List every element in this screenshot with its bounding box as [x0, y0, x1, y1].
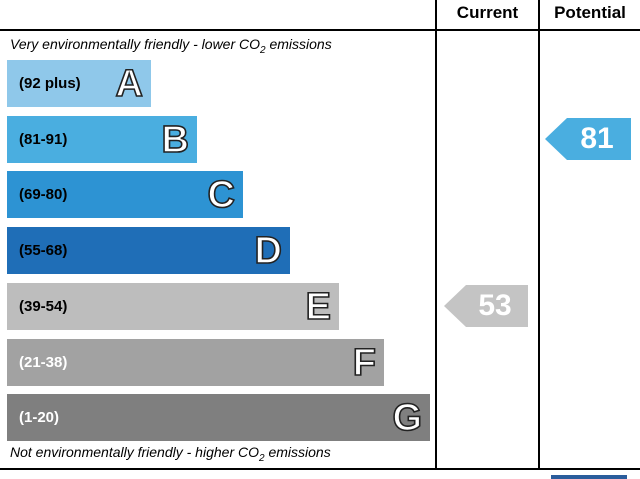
next-section-edge	[551, 475, 627, 479]
band-e: (39-54) E	[7, 283, 339, 330]
band-letter: G	[392, 396, 423, 440]
band-range-label: (81-91)	[19, 131, 68, 148]
potential-rating-arrow: 81	[545, 118, 631, 160]
band-d: (55-68) D	[7, 227, 290, 274]
potential-rating-arrow-pointer	[545, 118, 631, 160]
band-range-label: (55-68)	[19, 242, 68, 259]
bottom-note: Not environmentally friendly - higher CO…	[10, 444, 331, 464]
band-range-label: (69-80)	[19, 186, 68, 203]
band-letter: B	[161, 118, 190, 162]
band-range-label: (21-38)	[19, 354, 68, 371]
band-range-label: (1-20)	[19, 409, 60, 426]
divider-left	[435, 0, 437, 470]
potential-column-header: Potential	[554, 3, 626, 22]
header-rule	[0, 29, 640, 31]
current-rating-arrow-value: 53	[478, 289, 512, 322]
band-letter: F	[352, 341, 377, 385]
band-letter: A	[115, 62, 144, 106]
band-range-label: (92 plus)	[19, 75, 81, 92]
current-rating-arrow-shape	[444, 285, 528, 327]
band-c: (69-80) C	[7, 171, 243, 218]
band-g: (1-20) G	[7, 394, 430, 441]
potential-rating-arrow-shape	[545, 118, 631, 160]
current-rating-arrow: 53	[444, 285, 528, 327]
band-a: (92 plus) A	[7, 60, 151, 107]
current-rating-arrow-pointer	[444, 285, 528, 327]
band-f: (21-38) F	[7, 339, 384, 386]
band-range-label: (39-54)	[19, 298, 68, 315]
potential-rating-arrow-value: 81	[580, 122, 614, 155]
band-letter: D	[254, 229, 283, 273]
top-note: Very environmentally friendly - lower CO…	[10, 36, 332, 56]
band-letter: E	[305, 285, 332, 329]
current-column-header: Current	[456, 3, 519, 22]
divider-middle	[538, 0, 540, 470]
band-b: (81-91) B	[7, 116, 197, 163]
footer-rule	[0, 468, 640, 470]
band-letter: C	[207, 173, 236, 217]
